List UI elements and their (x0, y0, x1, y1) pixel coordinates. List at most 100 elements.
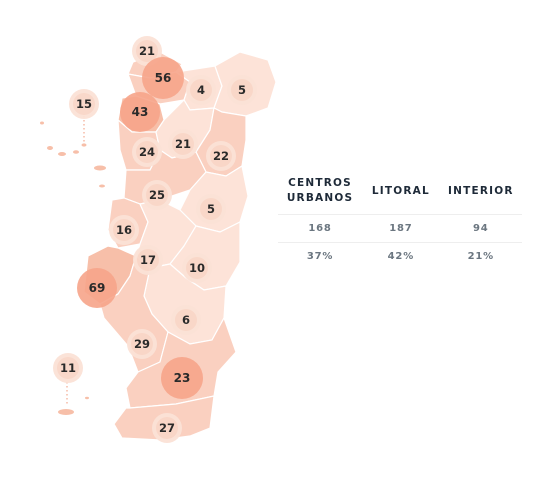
bubble-circle-coimbra (142, 180, 172, 210)
bubble-circle-beja (161, 357, 203, 399)
count-centros-urbanos: 168 (278, 214, 363, 243)
pct-litoral: 42% (362, 242, 440, 270)
header-centros-urbanos: CENTROS URBANOS (278, 172, 362, 215)
stats-header-row: CENTROS URBANOS LITORAL INTERIOR (278, 172, 522, 215)
bubble-circle-setubal (127, 329, 157, 359)
bubble-value-braganca: 5 (238, 83, 246, 97)
count-litoral: 187 (362, 214, 440, 243)
bubble-lisboa: 69 (77, 268, 117, 308)
count-interior: 94 (439, 214, 522, 243)
bubble-circle-aveiro (132, 137, 162, 167)
bubble-acores: 15 (69, 89, 99, 119)
bubble-inner-setubal (131, 333, 153, 355)
island-5 (94, 165, 106, 171)
island-7 (58, 409, 74, 415)
bubble-value-viseu: 21 (175, 137, 191, 151)
bubble-braga: 56 (142, 57, 184, 99)
island-shapes (40, 116, 106, 415)
bubble-value-leiria: 16 (116, 223, 132, 237)
bubble-coimbra: 25 (142, 180, 172, 210)
bubble-inner-madeira (57, 357, 79, 379)
bubble-value-santarem: 17 (140, 253, 156, 267)
bubble-inner-leiria (113, 219, 135, 241)
bubble-value-porto: 43 (132, 105, 149, 119)
bubble-circle-santarem (133, 245, 163, 275)
header-centros-urbanos-line-1: CENTROS (288, 177, 352, 189)
island-3 (73, 150, 79, 154)
bubble-value-aveiro: 24 (139, 145, 155, 159)
bubble-circle-castelo-branco (196, 194, 226, 224)
bubble-inner-coimbra (146, 184, 168, 206)
bubble-inner-santarem (137, 249, 159, 271)
bubble-circle-leiria (109, 215, 139, 245)
header-litoral: LITORAL (371, 184, 430, 197)
bubble-circle-lisboa (77, 268, 117, 308)
bubble-value-faro: 27 (159, 421, 175, 435)
bubble-circle-madeira (53, 353, 83, 383)
stats-table: CENTROS URBANOS LITORAL INTERIOR 168 187… (278, 172, 522, 270)
bubble-value-setubal: 29 (134, 337, 150, 351)
bubble-circle-guarda (206, 141, 236, 171)
bubble-santarem: 17 (133, 245, 163, 275)
bubble-inner-vila-real (190, 79, 212, 101)
bubble-inner-acores (73, 93, 95, 115)
bubble-inner-guarda (210, 145, 232, 167)
island-0 (40, 121, 44, 125)
bubble-madeira: 11 (53, 353, 83, 383)
bubble-circle-acores (69, 89, 99, 119)
island-2 (58, 152, 66, 156)
bubble-viana-do-castelo: 21 (132, 36, 162, 66)
bubble-portalegre: 10 (182, 253, 212, 283)
bubble-inner-braganca (231, 79, 253, 101)
pct-centros-urbanos: 37% (278, 242, 363, 270)
bubble-value-guarda: 22 (213, 149, 229, 163)
bubble-porto: 43 (120, 92, 160, 132)
bubble-value-madeira: 11 (60, 361, 76, 375)
bubble-inner-aveiro (136, 141, 158, 163)
bubble-circle-viseu (168, 129, 198, 159)
bubble-circle-portalegre (182, 253, 212, 283)
bubble-circle-braganca (227, 75, 257, 105)
bubble-circle-braga (142, 57, 184, 99)
bubble-value-evora: 6 (182, 313, 190, 327)
island-4 (81, 143, 87, 147)
bubble-inner-viseu (172, 133, 194, 155)
bubble-faro: 27 (152, 413, 182, 443)
bubble-value-coimbra: 25 (149, 188, 165, 202)
bubble-circle-faro (152, 413, 182, 443)
bubble-leiria: 16 (109, 215, 139, 245)
stats-row-counts: 168 187 94 (278, 214, 522, 243)
bubble-value-vila-real: 4 (197, 83, 205, 97)
header-centros-urbanos-line-2: URBANOS (286, 192, 354, 204)
header-interior: INTERIOR (447, 184, 514, 197)
bubble-value-acores: 15 (76, 97, 92, 111)
bubble-circle-porto (120, 92, 160, 132)
bubble-circle-vila-real (186, 75, 216, 105)
bubble-guarda: 22 (206, 141, 236, 171)
stats-row-percentages: 37% 42% 21% (278, 242, 522, 270)
bubble-viseu: 21 (168, 129, 198, 159)
bubble-vila-real: 4 (186, 75, 216, 105)
bubble-aveiro: 24 (132, 137, 162, 167)
bubble-value-lisboa: 69 (89, 281, 106, 295)
bubble-inner-evora (175, 309, 197, 331)
bubble-braganca: 5 (227, 75, 257, 105)
island-8 (85, 396, 89, 400)
bubble-value-castelo-branco: 5 (207, 202, 215, 216)
bubble-inner-portalegre (186, 257, 208, 279)
bubble-inner-viana-do-castelo (136, 40, 158, 62)
bubble-castelo-branco: 5 (196, 194, 226, 224)
bubble-circle-evora (171, 305, 201, 335)
bubble-value-beja: 23 (174, 371, 191, 385)
bubble-value-viana-do-castelo: 21 (139, 44, 155, 58)
bubble-setubal: 29 (127, 329, 157, 359)
bubble-inner-castelo-branco (200, 198, 222, 220)
bubble-beja: 23 (161, 357, 203, 399)
bubble-inner-faro (156, 417, 178, 439)
island-6 (99, 184, 105, 188)
bubble-circle-viana-do-castelo (132, 36, 162, 66)
bubble-value-braga: 56 (155, 71, 172, 85)
island-1 (47, 146, 53, 150)
